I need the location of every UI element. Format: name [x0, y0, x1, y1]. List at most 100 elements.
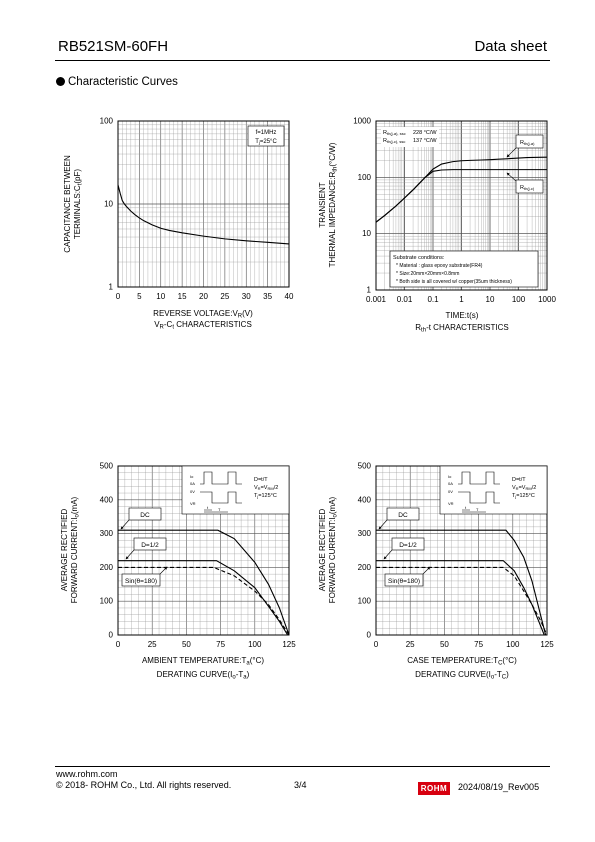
y-axis-label-line2: TERMINALS:Ct(pF) [73, 169, 84, 239]
series-line-2 [118, 560, 289, 636]
legend-jc-value: 137 °C/W [413, 138, 437, 144]
legend-ja-label: Rth(j-a), ssc [383, 130, 406, 136]
waveform-diagram: Io 0A 0V VR t T D=t/T VR=VRM/2 Tj=125°C [190, 471, 278, 513]
tag-d: D=1/2 [399, 542, 417, 549]
chart-caption: DERATING CURVE(Io-TC) [415, 670, 509, 681]
legend-box [381, 127, 439, 147]
page-number: 3/4 [294, 780, 307, 790]
header-rule [55, 60, 550, 61]
x-axis-label: CASE TEMPERATURE:TC(°C) [407, 656, 517, 667]
wave-io-label: Io [190, 474, 194, 479]
chart-caption: Rth-t CHARACTERISTICS [415, 323, 508, 334]
x-tick-label: 20 [199, 292, 208, 301]
x-tick-label: 5 [137, 292, 142, 301]
y-tick-label: 0 [109, 631, 114, 640]
y-axis-label-line1: CAPACITANCE BETWEEN [63, 155, 72, 253]
x-tick-label: 0 [116, 640, 121, 649]
x-tick-label: 125 [282, 640, 296, 649]
wave-0a-label: 0A [190, 481, 195, 486]
y-tick-label: 10 [362, 229, 371, 238]
chart-vr-ct: 1 10 100 0 5 10 15 20 25 30 35 40 CAPACITANCE BETW… [63, 117, 294, 331]
y-tick-label: 100 [100, 597, 114, 606]
series-line-1 [117, 184, 290, 245]
condition-tj: Tj=25°C [255, 139, 277, 145]
y-tick-label: 10 [104, 200, 113, 209]
tag-dc-arrow [378, 519, 388, 530]
tag-rth-ja-box [515, 134, 544, 149]
x-tick-label: 0.001 [366, 295, 387, 304]
y-tick-label: 200 [100, 563, 114, 572]
tag-sin-box [121, 573, 161, 587]
y-tick-label: 100 [100, 117, 114, 126]
tag-rth-jc-box [515, 179, 544, 194]
rohm-logo: ROHM [418, 782, 450, 795]
x-tick-label: 75 [474, 640, 483, 649]
y-tick-label: 400 [100, 495, 114, 504]
chart-marks [117, 184, 290, 245]
y-tick-label: 500 [100, 462, 114, 471]
y-tick-label: 0 [367, 631, 372, 640]
x-tick-labels: 0 25 50 75 100 125 [116, 640, 296, 649]
y-tick-labels: 0 100 200 300 400 500 [100, 462, 114, 640]
tag-dc: DC [140, 512, 150, 519]
wave-T-label: T [218, 507, 221, 512]
x-tick-label: 35 [263, 292, 272, 301]
tag-rth-jc-arrow [506, 172, 517, 182]
chart-derating-tc: 0 100 200 300 400 500 0 25 50 75 100 125 AVERAGE R… [318, 462, 554, 681]
condition-freq: f=1MHz [256, 130, 277, 136]
y-tick-label: 200 [358, 563, 372, 572]
conditions-box [247, 125, 285, 147]
y-axis-label-line1: AVERAGE RECTIFIED [318, 509, 327, 592]
x-axis-label: AMBIENT TEMPERATURE:Ta(°C) [142, 656, 264, 667]
section-title: Characteristic Curves [56, 76, 178, 88]
substrate-title: Substrate conditions: [393, 255, 445, 261]
tag-d-box [133, 537, 167, 551]
x-tick-label: 25 [220, 292, 229, 301]
wave-T-label: T [476, 507, 479, 512]
wave-0a-label: 0A [448, 481, 453, 486]
y-tick-label: 500 [358, 462, 372, 471]
waveform-inset [181, 465, 290, 515]
condition-tj: Tj=125°C [512, 493, 535, 499]
y-axis-label-line1: AVERAGE RECTIFIED [60, 509, 69, 592]
condition-vr: VR=VRM/2 [254, 485, 278, 491]
tag-sin: Sin(θ=180) [125, 578, 157, 585]
footer-copyright: © 2018- ROHM Co., Ltd. All rights reserv… [56, 780, 232, 790]
tag-rth-jc: Rth(j-c) [520, 185, 535, 191]
tag-d-arrow [125, 549, 135, 560]
tag-dc-box [386, 507, 420, 521]
y-tick-label: 1000 [353, 117, 371, 126]
y-axis-label-line2: FORWARD CURRENT:Io(mA) [328, 496, 339, 603]
x-tick-label: 25 [148, 640, 157, 649]
wave-vr-label: VR [190, 501, 196, 506]
y-tick-label: 1 [367, 286, 372, 295]
y-tick-label: 300 [358, 529, 372, 538]
substrate-material: * Material : glass epoxy substrate(FR4) [396, 263, 483, 269]
y-tick-labels: 1 10 100 [100, 117, 114, 292]
substrate-copper: * Both side is all covered w/ copper(35u… [396, 279, 512, 285]
tag-sin-box [384, 573, 424, 587]
x-tick-label: 10 [486, 295, 495, 304]
substrate-box [389, 250, 539, 288]
chart-marks [375, 156, 548, 223]
tag-dc-box [128, 507, 162, 521]
substrate-size: * Size:20mm×20mm×0.8mm [396, 271, 459, 277]
condition-duty: D=t/T [254, 477, 268, 483]
footer-url[interactable]: www.rohm.com [56, 769, 118, 779]
x-tick-labels: 0 5 10 15 20 25 30 35 40 [116, 292, 294, 301]
x-tick-label: 1000 [538, 295, 556, 304]
bullet-icon [56, 77, 65, 86]
tag-sin-arrow [159, 566, 168, 575]
wave-io-label: Io [448, 474, 452, 479]
legend-jc-label: Rth(j-c), ssc [383, 138, 405, 144]
x-tick-label: 125 [540, 640, 554, 649]
x-tick-label: 0.01 [397, 295, 413, 304]
legend-ja-value: 228 °C/W [413, 130, 437, 136]
wave-t-label: t [207, 505, 209, 510]
x-axis-label: TIME:t(s) [446, 311, 479, 320]
plot-frame [117, 120, 290, 288]
y-axis-label-line2: THERMAL IMPEDANCE:Rth(°C/W) [328, 142, 339, 267]
x-tick-label: 40 [285, 292, 294, 301]
y-axis-label-line1: TRANSIENT [318, 182, 327, 227]
